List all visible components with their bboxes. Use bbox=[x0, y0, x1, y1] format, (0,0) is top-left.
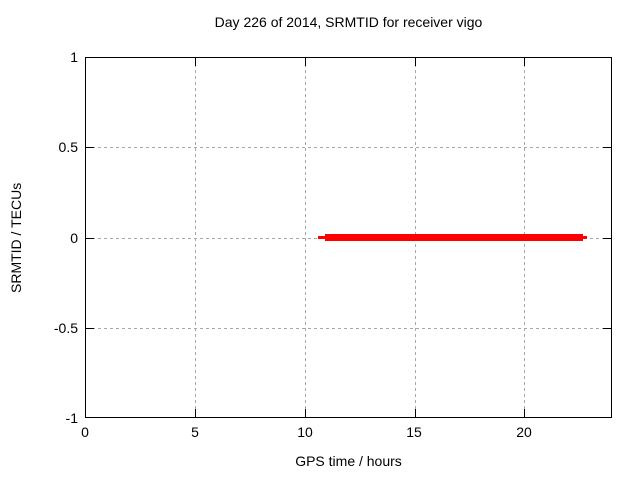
y-axis-label: SRMTID / TECUs bbox=[8, 182, 24, 293]
y-tick-mark bbox=[603, 328, 611, 329]
gridline-horizontal bbox=[86, 328, 611, 329]
gridline-horizontal bbox=[86, 147, 611, 148]
gridline-vertical bbox=[305, 58, 306, 417]
x-tick-mark bbox=[415, 409, 416, 417]
x-tick-mark bbox=[415, 58, 416, 66]
srmtid-series-endcap-right bbox=[583, 236, 587, 239]
x-tick-label: 0 bbox=[81, 424, 89, 440]
x-tick-mark bbox=[195, 58, 196, 66]
y-tick-mark bbox=[603, 147, 611, 148]
x-tick-label: 5 bbox=[191, 424, 199, 440]
x-tick-mark bbox=[524, 58, 525, 66]
srmtid-series-line bbox=[325, 234, 583, 241]
y-tick-label: 0.5 bbox=[58, 139, 78, 155]
y-tick-mark bbox=[603, 238, 611, 239]
y-tick-label: -0.5 bbox=[53, 320, 78, 336]
x-tick-mark bbox=[524, 409, 525, 417]
srmtid-series-endcap-left bbox=[318, 236, 326, 239]
chart-title: Day 226 of 2014, SRMTID for receiver vig… bbox=[214, 14, 483, 30]
y-tick-mark bbox=[86, 238, 94, 239]
y-tick-mark bbox=[86, 328, 94, 329]
gridline-vertical bbox=[195, 58, 196, 417]
x-tick-mark bbox=[305, 58, 306, 66]
x-tick-label: 10 bbox=[297, 424, 313, 440]
y-tick-mark bbox=[86, 147, 94, 148]
x-tick-mark bbox=[305, 409, 306, 417]
y-tick-label: 1 bbox=[70, 49, 78, 65]
y-tick-label: -1 bbox=[65, 410, 78, 426]
x-tick-mark bbox=[195, 409, 196, 417]
x-tick-label: 20 bbox=[516, 424, 532, 440]
x-axis-label: GPS time / hours bbox=[295, 453, 402, 469]
x-tick-label: 15 bbox=[406, 424, 422, 440]
y-tick-label: 0 bbox=[70, 230, 78, 246]
